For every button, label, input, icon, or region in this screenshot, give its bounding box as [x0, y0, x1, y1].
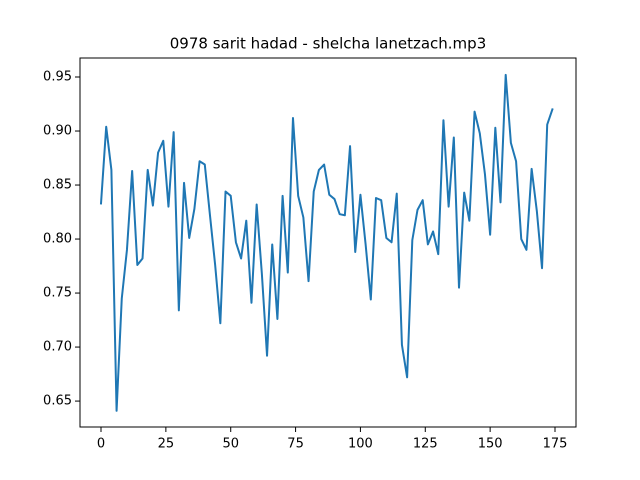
y-tick-label: 0.75 — [43, 286, 72, 301]
x-tick-label: 125 — [413, 437, 438, 452]
x-tick-label: 175 — [543, 437, 568, 452]
x-tick-label: 150 — [478, 437, 503, 452]
x-tick-label: 100 — [348, 437, 373, 452]
y-tick-label: 0.90 — [43, 124, 72, 139]
x-tick-label: 25 — [158, 437, 175, 452]
y-tick-label: 0.65 — [43, 394, 72, 409]
x-tick-label: 75 — [287, 437, 304, 452]
y-tick-label: 0.80 — [43, 232, 72, 247]
chart-title: 0978 sarit hadad - shelcha lanetzach.mp3 — [170, 35, 487, 53]
x-tick-label: 0 — [97, 437, 105, 452]
x-tick-label: 50 — [222, 437, 239, 452]
y-tick-label: 0.95 — [43, 70, 72, 85]
y-tick-label: 0.85 — [43, 178, 72, 193]
plot-frame — [79, 57, 577, 428]
y-tick-label: 0.70 — [43, 340, 72, 355]
line — [99, 73, 554, 412]
